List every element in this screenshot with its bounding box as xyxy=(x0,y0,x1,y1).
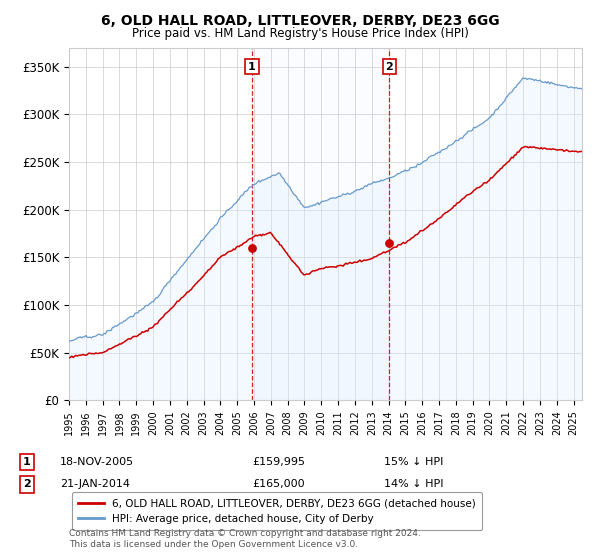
Text: 6, OLD HALL ROAD, LITTLEOVER, DERBY, DE23 6GG: 6, OLD HALL ROAD, LITTLEOVER, DERBY, DE2… xyxy=(101,14,499,28)
Point xyxy=(385,239,394,248)
Text: 14% ↓ HPI: 14% ↓ HPI xyxy=(384,479,443,489)
Text: 21-JAN-2014: 21-JAN-2014 xyxy=(60,479,130,489)
Text: 1: 1 xyxy=(248,62,256,72)
Text: £165,000: £165,000 xyxy=(252,479,305,489)
Text: Contains HM Land Registry data © Crown copyright and database right 2024.
This d: Contains HM Land Registry data © Crown c… xyxy=(69,529,421,549)
Point xyxy=(247,244,257,253)
Text: Price paid vs. HM Land Registry's House Price Index (HPI): Price paid vs. HM Land Registry's House … xyxy=(131,27,469,40)
Bar xyxy=(252,48,389,400)
Text: 2: 2 xyxy=(386,62,393,72)
Text: 15% ↓ HPI: 15% ↓ HPI xyxy=(384,457,443,467)
Text: 1: 1 xyxy=(23,457,31,467)
Text: £159,995: £159,995 xyxy=(252,457,305,467)
Text: 2: 2 xyxy=(23,479,31,489)
Legend: 6, OLD HALL ROAD, LITTLEOVER, DERBY, DE23 6GG (detached house), HPI: Average pri: 6, OLD HALL ROAD, LITTLEOVER, DERBY, DE2… xyxy=(71,492,482,530)
Text: 18-NOV-2005: 18-NOV-2005 xyxy=(60,457,134,467)
